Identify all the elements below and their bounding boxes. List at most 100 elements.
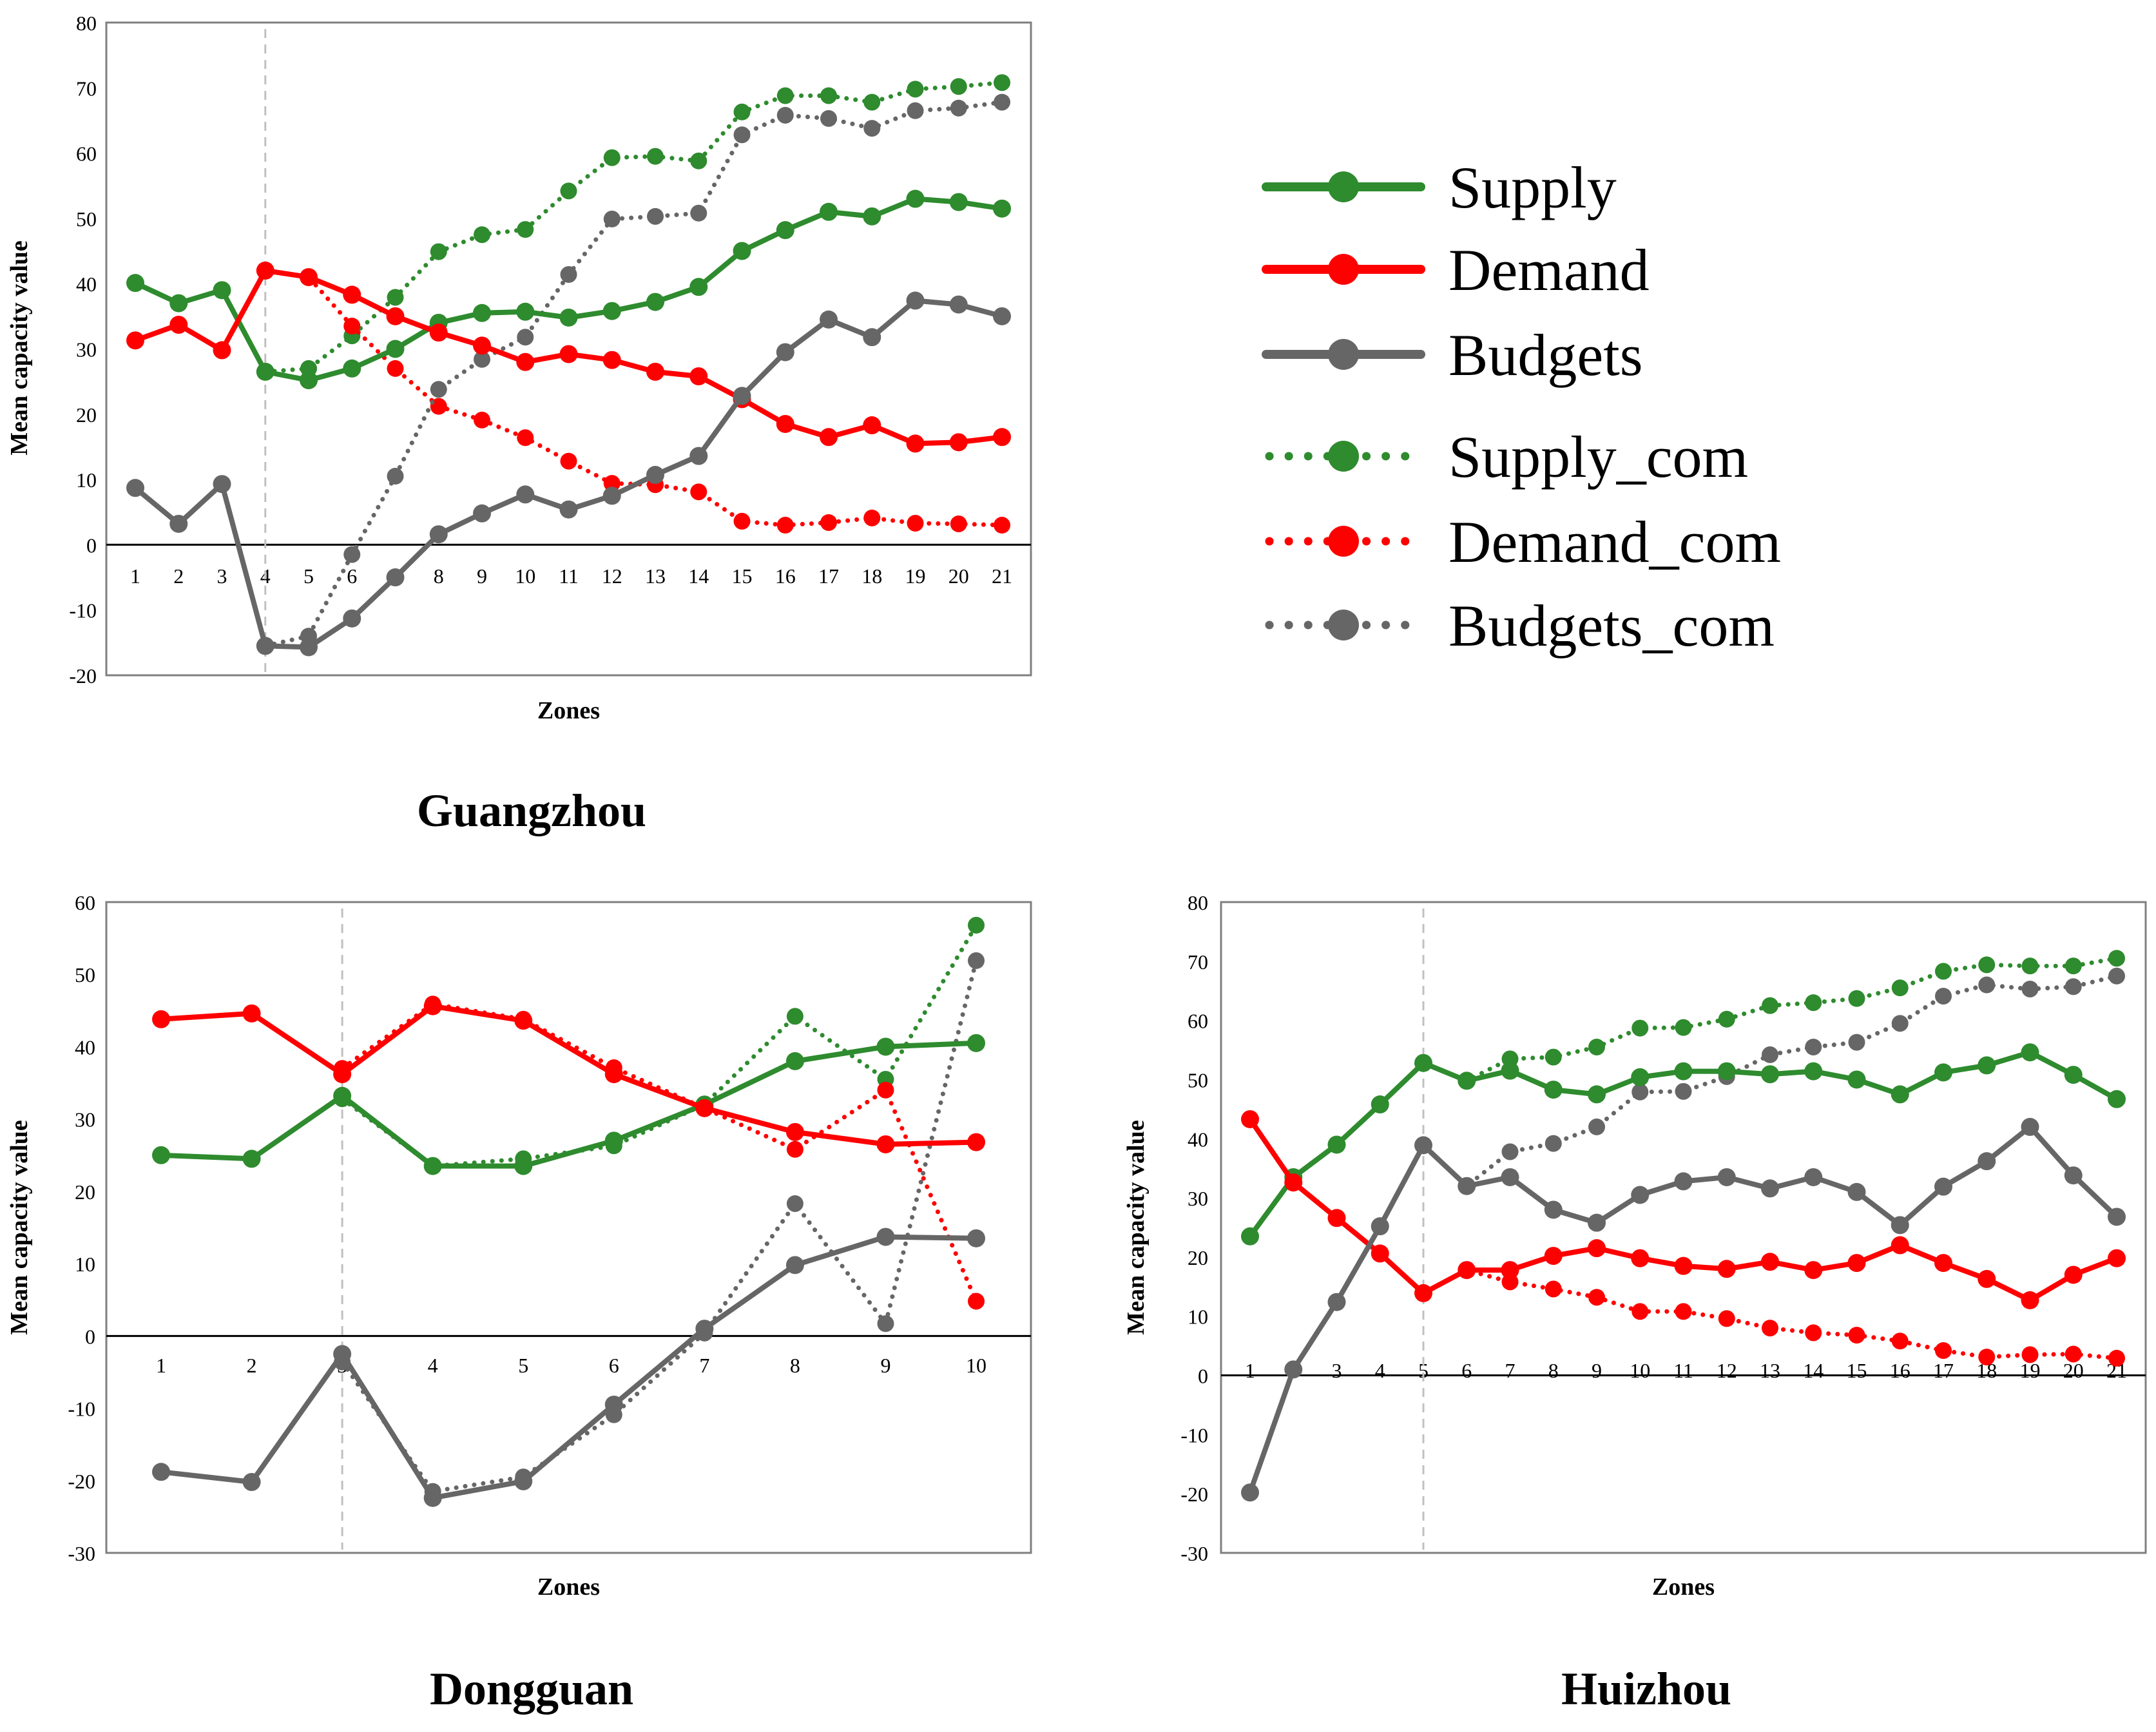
data-point xyxy=(1588,1085,1606,1104)
data-point xyxy=(786,1140,804,1158)
series-budgets-com xyxy=(256,93,1010,655)
y-tick-label: 50 xyxy=(75,963,95,986)
data-point xyxy=(733,512,751,530)
x-tick-label: 8 xyxy=(434,564,444,588)
data-point xyxy=(876,1227,895,1246)
data-point xyxy=(863,207,881,226)
x-tick-label: 14 xyxy=(688,564,709,588)
data-point xyxy=(949,433,968,452)
x-tick-label: 10 xyxy=(515,564,535,588)
data-point xyxy=(1978,1056,1996,1075)
y-axis-label: Mean capacity value xyxy=(1122,1120,1150,1335)
chart-title: Huizhou xyxy=(1561,1663,1731,1715)
data-point xyxy=(514,1472,533,1490)
chart-guangzhou: -20-100102030405060708012345678910111213… xyxy=(6,12,1032,836)
data-point xyxy=(423,1488,442,1507)
legend-item-budgets: Budgets xyxy=(1262,322,1643,388)
legend-label: Budgets_com xyxy=(1449,593,1775,659)
data-point xyxy=(1762,997,1778,1014)
data-point xyxy=(2108,1208,2126,1226)
series-supply xyxy=(152,1034,985,1175)
data-point xyxy=(907,81,924,98)
y-tick-label: -20 xyxy=(1180,1483,1208,1506)
data-point xyxy=(1762,1046,1778,1063)
data-point xyxy=(604,1131,623,1150)
data-point xyxy=(1501,1168,1519,1186)
data-point xyxy=(1588,1038,1605,1055)
data-point xyxy=(1371,1217,1389,1236)
x-tick-label: 16 xyxy=(775,564,796,588)
x-axis-label: Zones xyxy=(1652,1573,1715,1601)
legend-swatch-marker xyxy=(1328,441,1359,472)
x-tick-label: 2 xyxy=(173,564,184,588)
data-point xyxy=(1327,1293,1346,1311)
data-point xyxy=(1805,1038,1822,1055)
data-point xyxy=(1241,1227,1259,1246)
data-point xyxy=(1501,1143,1519,1160)
data-point xyxy=(993,307,1011,325)
x-tick-label: 20 xyxy=(948,564,969,588)
data-point xyxy=(603,475,621,492)
data-point xyxy=(126,479,144,497)
data-point xyxy=(1717,1168,1736,1186)
data-point xyxy=(733,126,751,144)
x-tick-label: 1 xyxy=(1245,1359,1255,1382)
x-tick-label: 13 xyxy=(1760,1359,1780,1382)
data-point xyxy=(1804,1168,1823,1186)
data-point xyxy=(786,1195,804,1212)
data-point xyxy=(2108,1249,2126,1267)
x-tick-label: 14 xyxy=(1803,1359,1824,1382)
data-point xyxy=(1327,1135,1346,1154)
data-point xyxy=(386,568,405,587)
data-point xyxy=(1674,1172,1693,1191)
plot-frame xyxy=(105,901,1032,1554)
data-point xyxy=(430,243,447,260)
series-line xyxy=(1421,1267,2119,1361)
series-supply xyxy=(1241,1043,2126,1246)
data-point xyxy=(2065,978,2082,996)
data-point xyxy=(1545,1280,1562,1298)
data-point xyxy=(820,428,838,447)
y-tick-label: -10 xyxy=(68,1398,95,1421)
data-point xyxy=(242,1473,261,1492)
legend-item-supply-com: Supply_com xyxy=(1265,424,1748,490)
data-point xyxy=(1501,1061,1519,1080)
data-point xyxy=(689,447,708,465)
series-line xyxy=(159,1003,979,1147)
data-point xyxy=(333,1086,352,1105)
y-tick-label: 10 xyxy=(75,1253,95,1276)
data-point xyxy=(1458,1261,1476,1280)
y-tick-label: 40 xyxy=(75,1035,95,1059)
data-point xyxy=(776,343,794,361)
y-tick-label: -20 xyxy=(68,1470,95,1493)
data-point xyxy=(1718,1010,1735,1028)
data-point xyxy=(1717,1062,1736,1081)
data-point xyxy=(906,434,925,453)
data-point xyxy=(516,352,535,371)
x-tick-label: 3 xyxy=(1332,1359,1342,1382)
y-tick-label: -30 xyxy=(1180,1542,1208,1565)
data-point xyxy=(2021,980,2039,997)
data-point xyxy=(785,1256,804,1275)
legend-swatch-marker xyxy=(1328,339,1359,370)
data-point xyxy=(1761,1065,1779,1084)
data-point xyxy=(1631,1186,1650,1204)
data-point xyxy=(343,546,361,563)
data-point xyxy=(2064,1066,2083,1084)
data-point xyxy=(604,1065,623,1084)
data-point xyxy=(517,221,534,238)
data-point xyxy=(1588,1213,1606,1232)
data-point xyxy=(1891,979,1909,997)
data-point xyxy=(695,1320,714,1338)
y-tick-label: 10 xyxy=(76,468,97,492)
x-tick-label: 19 xyxy=(905,564,926,588)
data-point xyxy=(1805,1324,1822,1342)
chart-huizhou: -30-20-100102030405060708012345678910111… xyxy=(1122,891,2147,1715)
series-supply xyxy=(126,189,1011,390)
series-line xyxy=(263,80,1005,374)
y-tick-label: 30 xyxy=(76,338,97,361)
data-point xyxy=(1935,1342,1952,1359)
series-budgets xyxy=(152,1227,985,1507)
data-point xyxy=(690,483,707,501)
legend-swatch-marker xyxy=(1328,526,1359,557)
